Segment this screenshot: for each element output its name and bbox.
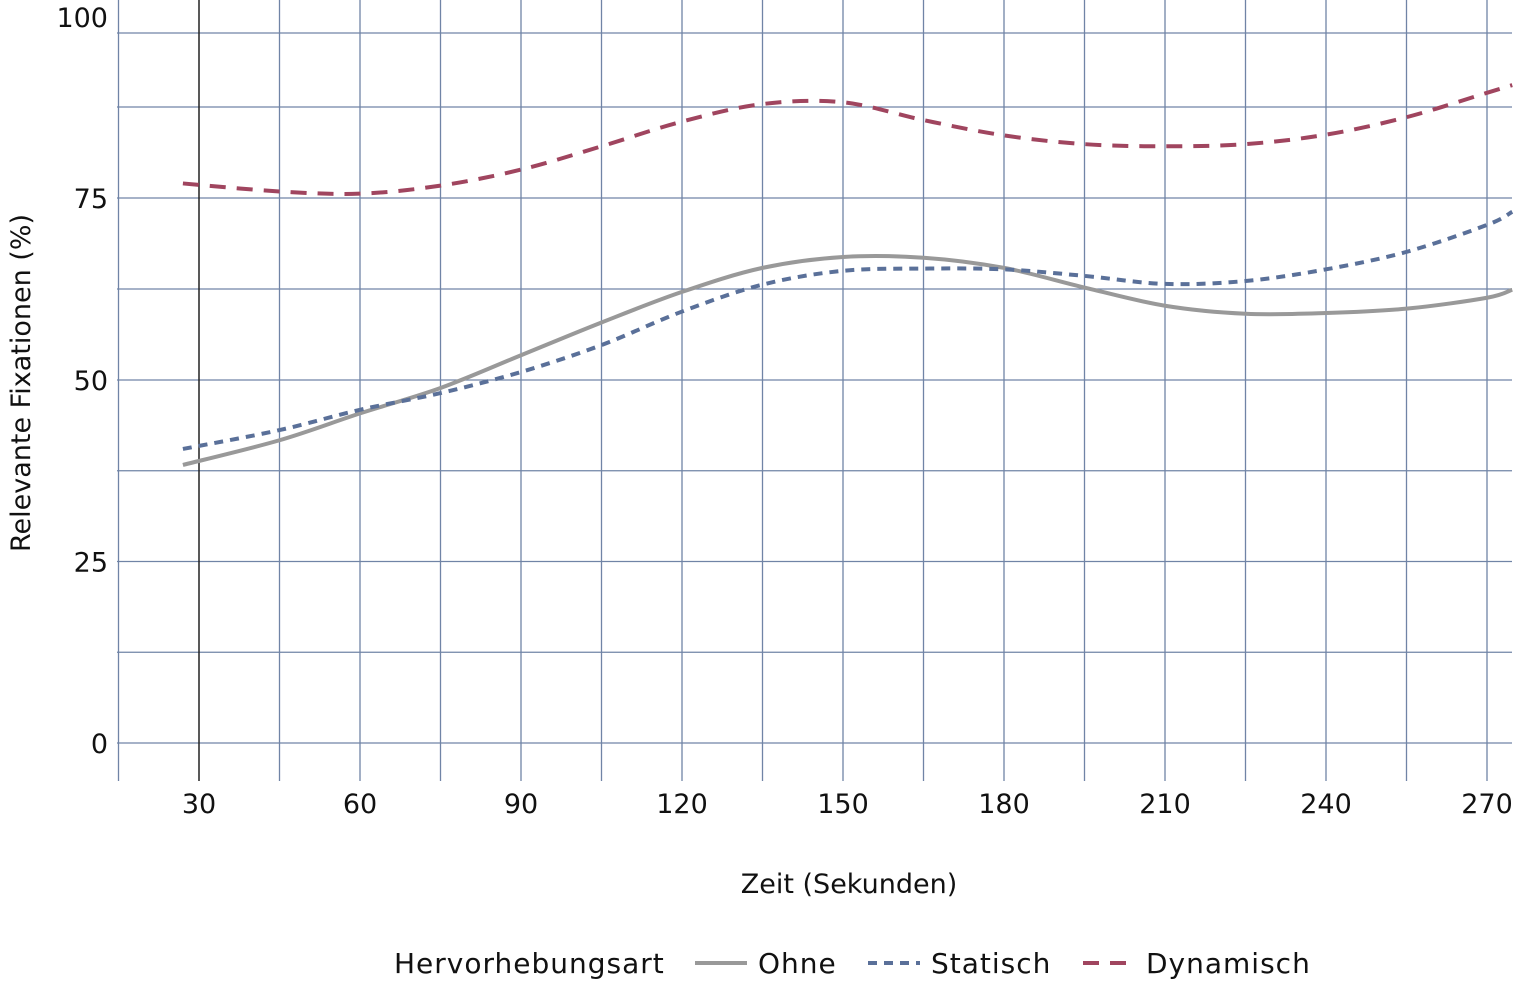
x-tick-label: 270	[1461, 789, 1513, 820]
x-tick-label: 210	[1139, 789, 1191, 820]
y-tick-label: 0	[91, 729, 108, 760]
legend: Hervorhebungsart Ohne Statisch Dynamisch	[394, 947, 1311, 980]
x-tick-label: 240	[1300, 789, 1352, 820]
y-tick-label: 100	[56, 3, 108, 34]
x-tick-label: 120	[656, 789, 708, 820]
grid	[117, 0, 1512, 781]
series-lines	[182, 83, 1514, 467]
tick-labels: 0 25 50 75 100 30 60 90 120 150 180 210 240 270	[56, 3, 1512, 820]
x-tick-label: 60	[343, 789, 377, 820]
y-tick-label: 75	[74, 184, 108, 215]
x-tick-label: 180	[978, 789, 1030, 820]
x-tick-label: 150	[817, 789, 869, 820]
legend-title: Hervorhebungsart	[394, 947, 665, 980]
legend-label-dynamisch: Dynamisch	[1146, 947, 1311, 980]
x-axis-label: Zeit (Sekunden)	[741, 869, 958, 900]
series-line-ohne	[182, 253, 1513, 467]
y-tick-label: 50	[74, 366, 108, 397]
legend-label-statisch: Statisch	[931, 947, 1051, 980]
legend-label-ohne: Ohne	[758, 947, 837, 980]
x-tick-label: 30	[182, 789, 216, 820]
y-tick-label: 25	[74, 548, 108, 579]
x-tick-label: 90	[504, 789, 538, 820]
series-line-dynamisch	[182, 83, 1513, 196]
series-line-statisch	[182, 210, 1514, 451]
y-axis-label: Relevante Fixationen (%)	[6, 214, 37, 552]
